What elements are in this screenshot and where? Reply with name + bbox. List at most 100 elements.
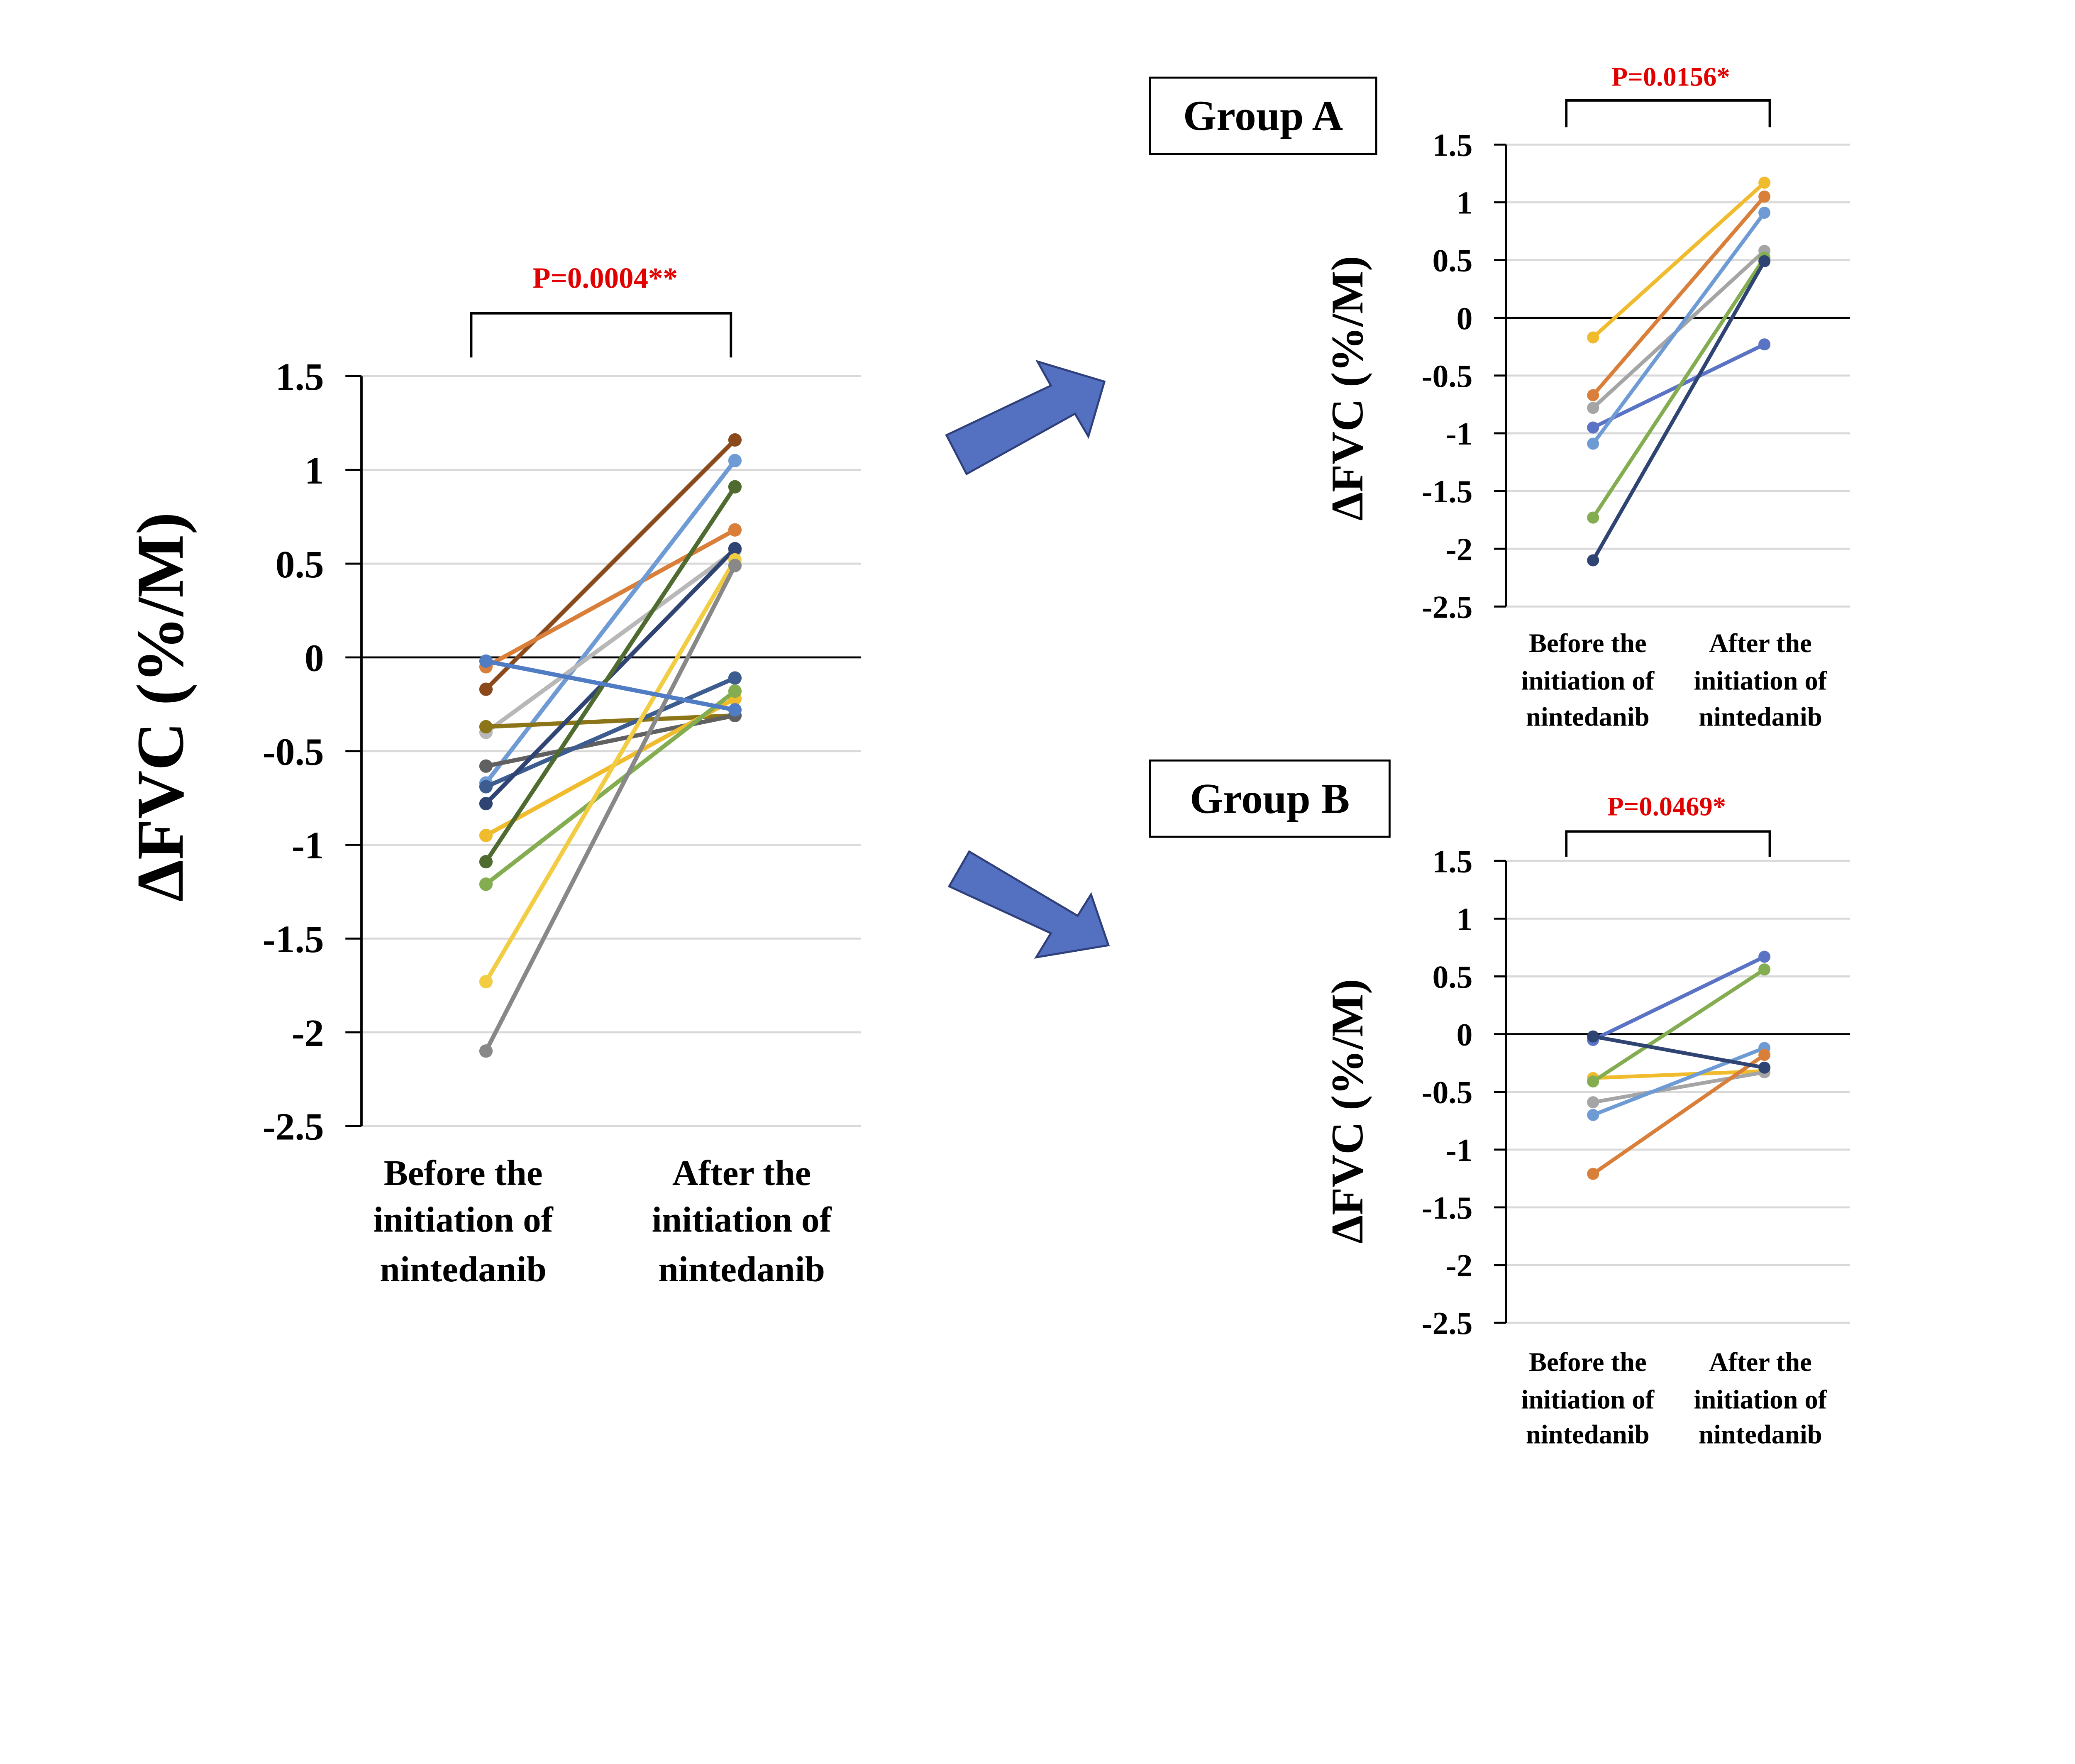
y-tick-label: 1.5 [1433, 843, 1473, 879]
series-line [1591, 1034, 1767, 1070]
category-label: Before the [1529, 1347, 1647, 1377]
data-point [479, 828, 493, 843]
y-axis-label: ΔFVC (%/M) [123, 512, 197, 902]
series-1 [479, 433, 742, 696]
series-line [483, 458, 737, 785]
y-tick-label: 1 [1457, 901, 1473, 937]
y-tick-label: -1 [1446, 1132, 1472, 1168]
data-point [728, 433, 742, 447]
data-point [728, 454, 742, 467]
p-value-label: P=0.0469* [1607, 792, 1726, 821]
data-point [479, 759, 493, 773]
series-line [483, 563, 737, 1053]
series-line [1591, 259, 1767, 562]
chart-group-b: 1.5 1 0.5 0 -0.5 -1 -1.5 -2 -2.5 ΔFVC (%/M) Before… [1149, 759, 1850, 1449]
series-line [483, 557, 737, 984]
series-line [483, 437, 737, 691]
chart-group-a: 1.5 1 0.5 0 -0.5 -1 -1.5 -2 -2.5 ΔFVC (%/M) Before… [1149, 62, 1850, 731]
y-tick-label: 0.5 [1433, 959, 1473, 995]
data-point [479, 855, 493, 869]
series-2 [1587, 191, 1771, 401]
y-tick-label: -2 [1446, 531, 1472, 567]
y-tick-label: -1.5 [1422, 474, 1473, 509]
y-tick-label: 1.5 [1433, 127, 1473, 163]
data-point [1758, 191, 1771, 203]
category-label: nintedanib [658, 1249, 825, 1289]
series-line [483, 713, 737, 729]
y-tick-label: -2 [292, 1012, 324, 1055]
category-label: nintedanib [380, 1249, 547, 1289]
data-point [1587, 1096, 1599, 1109]
series-3 [1587, 963, 1771, 1088]
category-label: After the [672, 1153, 811, 1193]
series-line [483, 548, 737, 735]
y-axis-label: ΔFVC (%/M) [1322, 256, 1372, 520]
data-point [479, 796, 493, 811]
data-point [728, 559, 742, 572]
category-label: initiation of [1694, 666, 1828, 695]
category-label: After the [1709, 628, 1812, 658]
data-point [1587, 421, 1599, 434]
group-title-box [1149, 759, 1391, 838]
category-label: nintedanib [1699, 702, 1822, 731]
data-point [1758, 950, 1771, 963]
series-7 [479, 671, 742, 794]
series-5 [1587, 207, 1771, 450]
data-point [1758, 255, 1771, 267]
category-label: initiation of [374, 1200, 554, 1240]
series-11 [479, 684, 742, 891]
data-point [1758, 963, 1771, 976]
series-line [1591, 955, 1767, 1042]
y-tick-label: 0 [305, 637, 324, 680]
series-line [483, 676, 737, 789]
significance-bracket [1565, 830, 1771, 857]
y-tick-label: -0.5 [1422, 358, 1473, 394]
category-label: nintedanib [1699, 1420, 1822, 1449]
category-label: nintedanib [1526, 702, 1650, 731]
series-4 [1587, 1066, 1771, 1109]
series-4 [479, 544, 742, 739]
data-point [728, 542, 742, 556]
y-tick-label: 0.5 [1433, 243, 1473, 279]
series-13 [479, 559, 742, 1058]
y-axis-label: ΔFVC (%/M) [1322, 979, 1372, 1244]
category-label: initiation of [1521, 1385, 1655, 1415]
data-point [1587, 1168, 1599, 1180]
data-point [479, 877, 493, 891]
y-tick-label: -2.5 [1422, 589, 1473, 625]
data-point [1758, 207, 1771, 219]
data-point [1587, 389, 1599, 401]
data-point [479, 975, 493, 989]
y-tick-label: -0.5 [1422, 1075, 1473, 1110]
y-tick-label: -2.5 [263, 1106, 324, 1148]
series-14 [479, 654, 742, 717]
data-point [1587, 1075, 1599, 1088]
group-title: Group B [1190, 775, 1350, 822]
data-point [1587, 402, 1599, 414]
series-line [1591, 1053, 1767, 1176]
series-line [1591, 195, 1767, 397]
series-line [1591, 181, 1767, 340]
y-tick-label: -0.5 [263, 731, 324, 773]
significance-bracket [1565, 99, 1771, 127]
data-point [728, 684, 742, 698]
significance-bracket [470, 312, 732, 358]
figure: 1.5 1 0.5 0 -0.5 -1 -1.5 -2 -2.5 ΔFVC (%/M) Before… [123, 62, 1850, 1449]
series-line [1591, 211, 1767, 446]
series-line [483, 528, 737, 669]
arrow-up-right-icon [945, 359, 1106, 476]
series-line [483, 689, 737, 887]
category-label: initiation of [652, 1200, 832, 1240]
series-line [483, 484, 737, 864]
p-value-label: P=0.0004** [532, 262, 678, 295]
y-tick-label: -2 [1446, 1248, 1472, 1283]
data-point [1758, 1049, 1771, 1061]
data-point [1587, 511, 1599, 524]
data-point [1758, 1061, 1771, 1074]
y-tick-label: 0 [1457, 301, 1473, 336]
category-label: initiation of [1694, 1385, 1828, 1415]
y-tick-label: -1 [292, 824, 324, 867]
data-point [1587, 331, 1599, 344]
y-tick-label: 1 [1457, 185, 1473, 221]
data-point [728, 523, 742, 537]
